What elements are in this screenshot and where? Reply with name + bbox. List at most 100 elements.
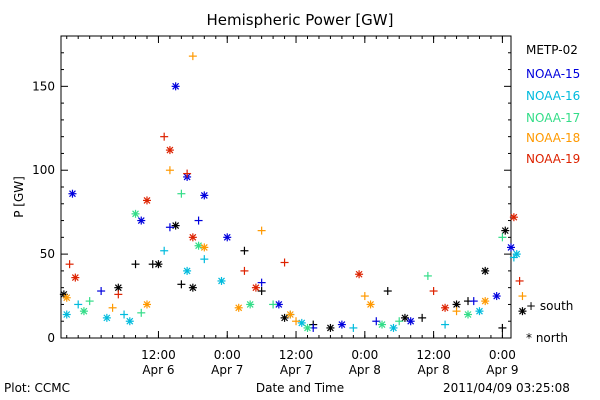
x-tick-label-date: Apr 7 [280, 363, 312, 377]
data-point-north [102, 313, 111, 322]
data-point-south [383, 287, 392, 296]
data-point-north [337, 320, 346, 329]
data-point-south [515, 276, 524, 285]
data-point-south [188, 52, 197, 61]
marker-legend-south: + south [526, 299, 573, 313]
data-point-south [85, 297, 94, 306]
data-point-north [62, 310, 71, 319]
x-tick-label-time: 0:00 [351, 348, 378, 362]
data-point-north [62, 293, 71, 302]
data-point-north [303, 323, 312, 332]
data-point-south [177, 280, 186, 289]
data-point-north [171, 221, 180, 230]
data-point-north [246, 300, 255, 309]
y-tick-label: 0 [47, 331, 55, 345]
data-point-south [349, 323, 358, 332]
data-point-south [292, 317, 301, 326]
plot-credit: Plot: CCMC [4, 381, 70, 395]
data-point-north [234, 303, 243, 312]
data-point-south [200, 255, 209, 264]
y-tick-label: 50 [40, 247, 55, 261]
data-point-north [251, 283, 260, 292]
data-point-south [280, 258, 289, 267]
data-point-north [389, 323, 398, 332]
data-points [59, 52, 527, 332]
data-point-south [395, 317, 404, 326]
data-point-north [79, 307, 88, 316]
data-point-south [108, 303, 117, 312]
legend-entry: NOAA-19 [526, 152, 581, 166]
data-point-south [183, 169, 192, 178]
data-point-south [194, 216, 203, 225]
data-point-north [509, 213, 518, 222]
legend-entry: METP-02 [526, 43, 578, 57]
data-point-north [400, 313, 409, 322]
data-point-south [165, 166, 174, 175]
data-point-north [223, 233, 232, 242]
data-point-north [188, 283, 197, 292]
data-point-north [280, 313, 289, 322]
data-point-south [177, 189, 186, 198]
data-point-north [142, 196, 151, 205]
marker-label: north [535, 331, 569, 345]
data-point-north [125, 317, 134, 326]
data-point-south [518, 292, 527, 301]
data-point-north [200, 191, 209, 200]
data-point-north [188, 233, 197, 242]
x-axis-label: Date and Time [255, 381, 345, 395]
data-point-north [512, 250, 521, 259]
data-point-south [131, 260, 140, 269]
data-point-north [452, 300, 461, 309]
data-point-north [183, 266, 192, 275]
legend-entry: NOAA-15 [526, 67, 581, 81]
data-point-south [120, 310, 129, 319]
data-point-north [286, 310, 295, 319]
data-point-north [406, 317, 415, 326]
plot-timestamp: 2011/04/09 03:25:08 [443, 381, 570, 395]
data-point-north [171, 82, 180, 91]
data-point-south [372, 317, 381, 326]
marker-label: south [539, 299, 574, 313]
data-point-north [154, 260, 163, 269]
asterisk-marker-icon: * [526, 331, 532, 345]
data-point-south [165, 223, 174, 232]
x-tick-label-date: Apr 8 [418, 363, 450, 377]
x-tick-label-date: Apr 6 [142, 363, 174, 377]
x-tick-label-date: Apr 7 [211, 363, 243, 377]
marker-legend-north: * north [526, 331, 568, 345]
data-point-north [366, 300, 375, 309]
data-point-north [68, 189, 77, 198]
data-point-south [160, 246, 169, 255]
data-point-south [452, 307, 461, 316]
data-point-south [360, 292, 369, 301]
data-point-north [194, 241, 203, 250]
data-point-south [160, 132, 169, 141]
data-point-north [137, 216, 146, 225]
x-tick-label-time: 12:00 [141, 348, 176, 362]
data-point-north [71, 273, 80, 282]
data-point-north [378, 320, 387, 329]
y-tick-label: 150 [32, 79, 55, 93]
data-point-north [481, 297, 490, 306]
x-tick-label-time: 0:00 [489, 348, 516, 362]
x-tick-label-time: 12:00 [416, 348, 451, 362]
data-point-north [217, 276, 226, 285]
data-point-south [74, 300, 83, 309]
data-point-south [441, 320, 450, 329]
data-point-north [165, 146, 174, 155]
data-point-south [257, 226, 266, 235]
legend-entry: NOAA-18 [526, 131, 581, 145]
data-point-north [481, 266, 490, 275]
data-point-south [114, 290, 123, 299]
x-tick-label-date: Apr 9 [486, 363, 518, 377]
data-point-north [355, 270, 364, 279]
data-point-north [114, 283, 123, 292]
plot-frame [60, 35, 512, 339]
data-point-north [441, 303, 450, 312]
data-point-south [257, 278, 266, 287]
data-point-north [475, 307, 484, 316]
data-point-north [464, 310, 473, 319]
x-tick-label-time: 0:00 [214, 348, 241, 362]
